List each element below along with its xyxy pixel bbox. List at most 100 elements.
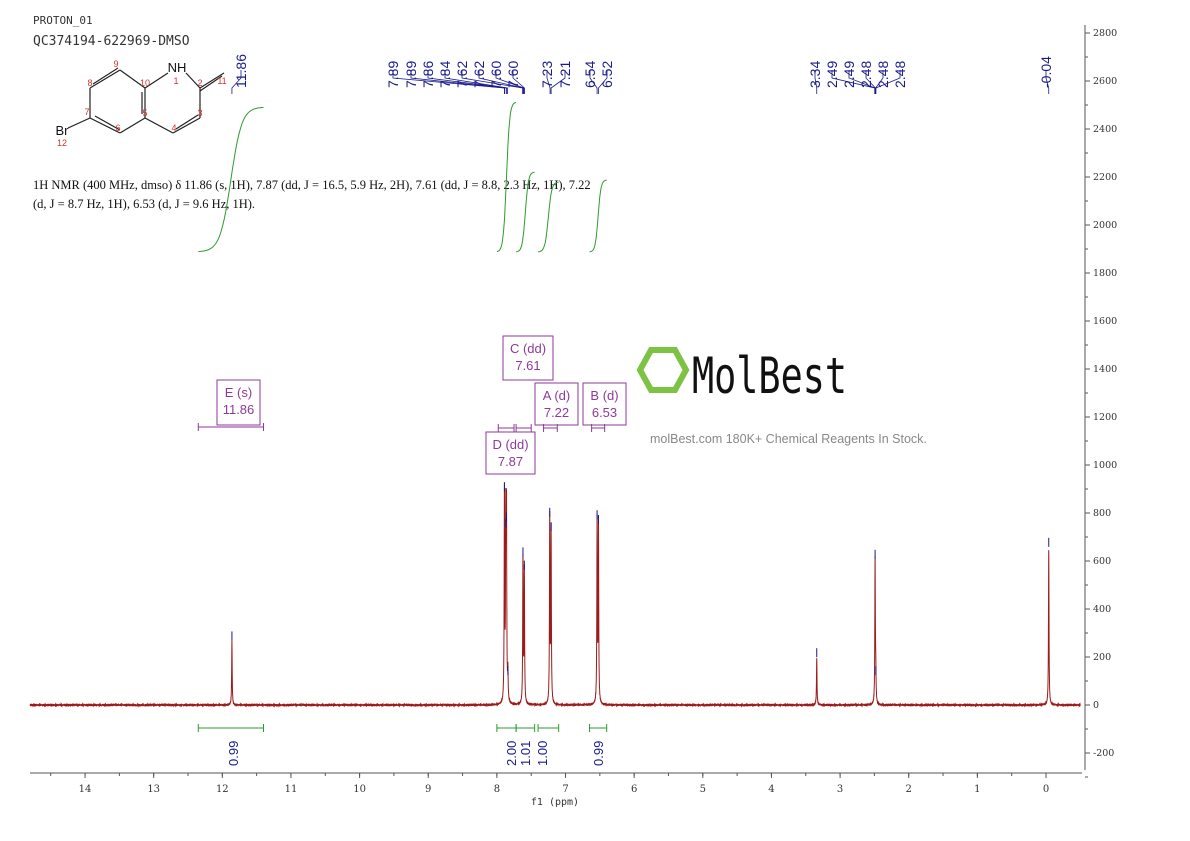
y-tick-label: 600 — [1093, 556, 1111, 567]
peak-label-connector — [598, 70, 608, 94]
x-tick-label: 8 — [494, 784, 500, 795]
x-tick-label: 2 — [906, 784, 912, 795]
x-tick-label: 7 — [562, 784, 568, 795]
multiplet-box — [502, 335, 554, 381]
structure-atom-label: 7 — [84, 107, 89, 117]
sample-name: QC374194-622969-DMSO — [33, 34, 190, 49]
structure-atom-label: 10 — [140, 78, 150, 88]
multiplet-label: B (d) — [590, 388, 618, 403]
nmr-description: 1H NMR (400 MHz, dmso) δ 11.86 (s, 1H), … — [33, 178, 591, 211]
x-tick-label: 4 — [768, 784, 774, 795]
structure-bond — [199, 72, 225, 89]
peak-label-connector — [814, 70, 818, 94]
y-tick-label: 1600 — [1093, 316, 1117, 327]
integral-curve — [589, 179, 607, 253]
structure-atom-label: 2 — [197, 78, 202, 88]
structure-bond — [185, 72, 201, 89]
y-tick-label: 400 — [1093, 604, 1111, 615]
multiplet-shift: 6.53 — [592, 405, 617, 420]
structure-atom-label: 3 — [197, 108, 202, 118]
peak-label-connector — [550, 70, 566, 94]
integral-curve — [538, 181, 559, 253]
x-tick-label: 0 — [1043, 784, 1049, 795]
structure-double-bond — [175, 114, 199, 130]
structure-atom-label: 4 — [171, 123, 176, 133]
y-tick-label: 800 — [1093, 508, 1111, 519]
integral-curve — [198, 106, 264, 253]
structure-bond — [172, 117, 201, 134]
y-tick-label: 0 — [1093, 700, 1099, 711]
y-tick-label: 2200 — [1093, 172, 1117, 183]
integral-curve — [496, 101, 517, 253]
structure-atom-label: 12 — [57, 138, 67, 148]
x-axis-label: f1 (ppm) — [531, 797, 579, 808]
structure-atom-label: Br — [56, 123, 70, 138]
y-tick-label: -200 — [1093, 748, 1114, 759]
y-tick-label: 200 — [1093, 652, 1111, 663]
y-tick-label: 2400 — [1093, 124, 1117, 135]
multiplet-label: A (d) — [543, 388, 570, 403]
x-tick-label: 13 — [147, 784, 160, 795]
y-tick-label: 1200 — [1093, 412, 1117, 423]
structure-double-bond — [199, 75, 223, 92]
structure-atom-label: 8 — [87, 78, 92, 88]
peak-label-connector — [444, 70, 508, 94]
y-tick-label: 2600 — [1093, 76, 1117, 87]
integral-value: 0.99 — [591, 741, 606, 766]
structure-double-bond — [92, 67, 119, 85]
structure-atom-label: 11 — [217, 76, 226, 86]
peak-label-connector — [427, 70, 507, 94]
structure-bond — [119, 117, 146, 134]
y-tick-label: 1800 — [1093, 268, 1117, 279]
x-tick-label: 10 — [353, 784, 366, 795]
integral-value: 1.00 — [535, 741, 550, 766]
structure-bond — [144, 117, 174, 134]
x-tick-label: 11 — [285, 784, 298, 795]
x-tick-label: 14 — [79, 784, 92, 795]
x-tick-label: 6 — [631, 784, 637, 795]
structure-bond — [119, 69, 146, 89]
y-tick-label: 1400 — [1093, 364, 1117, 375]
structure-bond — [89, 117, 121, 134]
integral-value: 2.00 — [504, 741, 519, 766]
peak-label-connector — [546, 70, 551, 94]
integral-value: 1.01 — [518, 741, 533, 766]
watermark-brand: MolBest — [692, 347, 847, 405]
structure-bond — [89, 69, 121, 89]
multiplet-shift: 11.86 — [223, 402, 255, 417]
peak-label-connector — [478, 70, 524, 94]
structure-atom-label: 1 — [173, 76, 178, 86]
integral-value: 0.99 — [226, 741, 241, 766]
multiplet-shift: 7.87 — [498, 454, 523, 469]
peak-label-connector — [461, 70, 524, 94]
x-tick-label: 1 — [974, 784, 980, 795]
multiplet-box — [534, 382, 579, 426]
x-tick-label: 9 — [425, 784, 431, 795]
experiment-name: PROTON_01 — [33, 14, 93, 27]
logo-hexagon-icon — [636, 347, 690, 393]
peak-label-connector — [875, 70, 901, 94]
peak-label-connector — [512, 70, 525, 94]
multiplet-label: D (dd) — [492, 437, 528, 452]
structure-atom-label: 9 — [113, 59, 118, 69]
multiplet-box — [216, 379, 261, 426]
multiplet-shift: 7.61 — [515, 358, 540, 373]
peak-label-connector — [231, 70, 242, 94]
x-tick-label: 5 — [700, 784, 706, 795]
structure-atom-label: 5 — [142, 108, 147, 118]
multiplet-box — [485, 431, 536, 475]
multiplet-label: E (s) — [225, 385, 252, 400]
watermark-tagline: molBest.com 180K+ Chemical Reagents In S… — [650, 432, 927, 446]
x-tick-label: 3 — [837, 784, 843, 795]
y-tick-label: 1000 — [1093, 460, 1117, 471]
structure-atom-label: 6 — [115, 123, 120, 133]
structure-bond — [67, 117, 91, 129]
multiplet-box — [582, 382, 627, 426]
y-tick-label: 2000 — [1093, 220, 1117, 231]
spectrum-line — [29, 482, 1081, 708]
structure-bond — [144, 72, 169, 89]
multiplet-shift: 7.22 — [544, 405, 569, 420]
peak-label-connector — [589, 70, 598, 94]
peak-label-connector — [410, 70, 506, 94]
